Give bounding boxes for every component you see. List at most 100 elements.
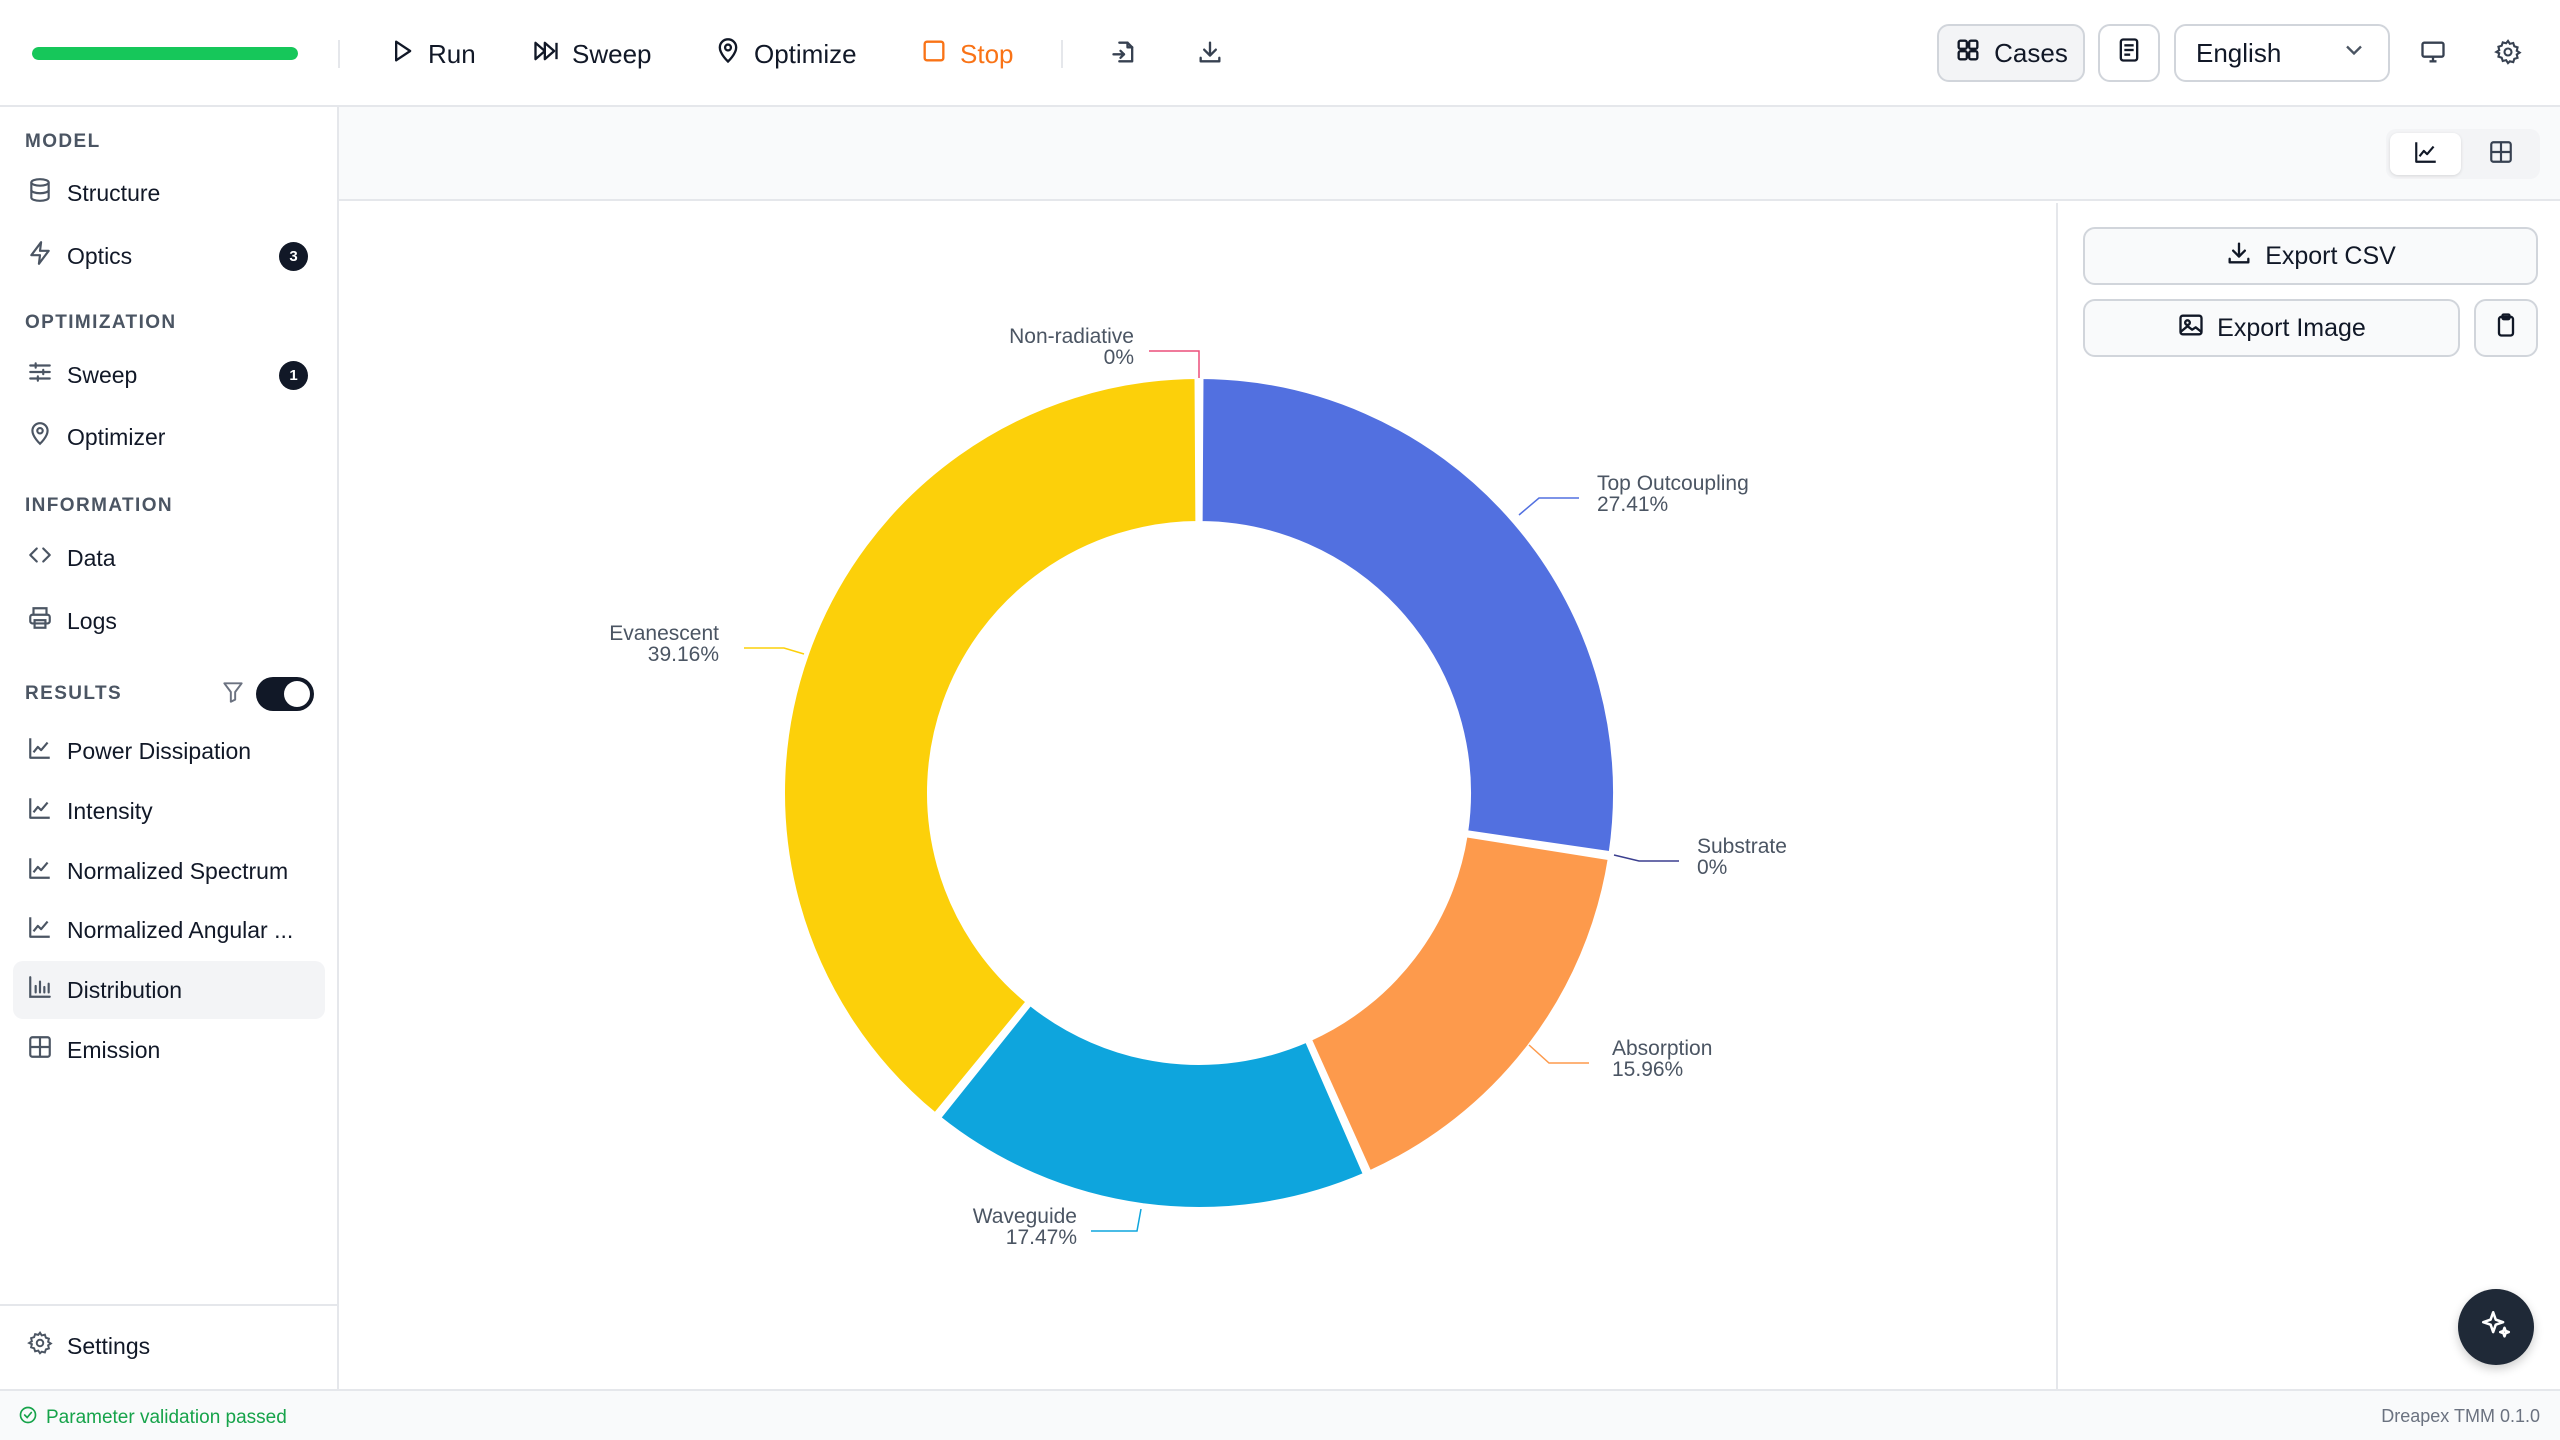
progress-fill — [32, 47, 298, 60]
sidebar-item-optimizer[interactable]: Optimizer — [13, 408, 325, 466]
sliders-icon — [27, 359, 53, 391]
code-icon — [27, 542, 53, 574]
sidebar-item-normalized-angular[interactable]: Normalized Angular ... — [13, 901, 325, 959]
run-label: Run — [428, 38, 476, 69]
cases-button[interactable]: Cases — [1937, 24, 2085, 82]
sidebar-item-sweep[interactable]: Sweep 1 — [13, 346, 325, 404]
line-chart-icon — [2413, 139, 2439, 170]
clipboard-icon — [2492, 311, 2520, 346]
table-view-button[interactable] — [2465, 133, 2536, 175]
sidebar-item-structure[interactable]: Structure — [13, 164, 325, 222]
count-badge: 3 — [279, 242, 308, 271]
sidebar-item-normalized-spectrum[interactable]: Normalized Spectrum — [13, 842, 325, 900]
language-select[interactable]: English — [2174, 24, 2390, 82]
sidebar-item-power-dissipation[interactable]: Power Dissipation — [13, 722, 325, 780]
notes-button[interactable] — [2098, 24, 2160, 82]
printer-icon — [27, 605, 53, 637]
slice-name-label: Evanescent — [609, 622, 719, 645]
filter-icon[interactable] — [220, 679, 246, 705]
leader-line — [1149, 350, 1200, 378]
export-panel: Export CSV Export Image — [2056, 203, 2560, 1389]
check-circle-icon — [18, 1405, 38, 1431]
run-button[interactable]: Run — [388, 30, 476, 78]
play-icon — [388, 37, 416, 72]
cases-label: Cases — [1994, 37, 2068, 68]
sidebar-item-label: Distribution — [67, 976, 183, 1003]
stop-label: Stop — [960, 38, 1014, 69]
progress-bar — [32, 47, 298, 60]
leader-line — [1091, 1208, 1142, 1232]
line-chart-icon — [27, 735, 53, 767]
slice-value-label: 17.47% — [1006, 1226, 1077, 1249]
sidebar-item-emission[interactable]: Emission — [13, 1021, 325, 1079]
export-csv-label: Export CSV — [2265, 241, 2396, 270]
sparkles-icon — [2479, 1308, 2513, 1347]
sidebar-item-settings[interactable]: Settings — [13, 1317, 325, 1375]
display-button[interactable] — [2411, 32, 2455, 76]
export-csv-button[interactable]: Export CSV — [2083, 227, 2538, 285]
optimize-button[interactable]: Optimize — [714, 30, 857, 78]
sidebar-item-distribution[interactable]: Distribution — [13, 961, 325, 1019]
sidebar-item-label: Normalized Spectrum — [67, 857, 289, 884]
slice-value-label: 15.96% — [1612, 1058, 1683, 1081]
donut-slice-evanescent[interactable] — [781, 375, 1200, 1117]
leader-line — [1518, 497, 1579, 516]
slice-value-label: 0% — [1697, 856, 1727, 879]
leader-line — [1613, 854, 1679, 862]
sidebar-item-label: Power Dissipation — [67, 737, 252, 764]
sidebar-item-label: Data — [67, 544, 116, 571]
download-icon — [2225, 239, 2253, 274]
bar-chart-icon — [27, 974, 53, 1006]
chart-view-button[interactable] — [2390, 133, 2461, 175]
line-chart-icon — [27, 795, 53, 827]
database-icon — [27, 177, 53, 209]
view-toggle — [2386, 129, 2540, 179]
top-toolbar: Run Sweep Optimize Stop Cases English — [0, 0, 2560, 107]
slice-name-label: Non-radiative — [1009, 325, 1134, 348]
distribution-donut-chart: Top Outcoupling27.41%Substrate0%Absorpti… — [609, 325, 1787, 1249]
import-button[interactable] — [1102, 32, 1146, 76]
ai-assistant-button[interactable] — [2458, 1289, 2534, 1365]
results-toggle[interactable] — [256, 677, 314, 711]
leader-line — [1528, 1044, 1589, 1064]
map-pin-icon — [714, 37, 742, 72]
download-button[interactable] — [1188, 32, 1232, 76]
sidebar-item-optics[interactable]: Optics 3 — [13, 227, 325, 285]
table-icon — [27, 1034, 53, 1066]
sidebar-divider — [0, 1304, 337, 1306]
section-title-optimization: OPTIMIZATION — [25, 312, 177, 333]
file-import-icon — [1110, 38, 1138, 71]
donut-slice-waveguide[interactable] — [937, 1001, 1368, 1211]
map-pin-icon — [27, 421, 53, 453]
stop-button[interactable]: Stop — [920, 30, 1014, 78]
section-title-results: RESULTS — [25, 683, 123, 704]
sidebar-item-label: Sweep — [67, 361, 138, 388]
grid-icon — [1954, 36, 1982, 71]
lightning-icon — [27, 240, 53, 272]
status-bar: Parameter validation passed Dreapex TMM … — [0, 1389, 2560, 1440]
section-title-information: INFORMATION — [25, 495, 174, 516]
chevron-down-icon — [2340, 36, 2368, 71]
stop-square-icon — [920, 37, 948, 72]
sidebar-item-intensity[interactable]: Intensity — [13, 782, 325, 840]
export-image-label: Export Image — [2217, 313, 2366, 342]
sidebar-item-label: Optics — [67, 242, 133, 269]
leader-line — [744, 647, 805, 655]
section-title-model: MODEL — [25, 131, 101, 152]
export-image-button[interactable]: Export Image — [2083, 299, 2460, 357]
sidebar: MODEL Structure Optics 3 OPTIMIZATION Sw… — [0, 107, 339, 1389]
sidebar-item-label: Optimizer — [67, 423, 166, 450]
monitor-icon — [2419, 38, 2447, 71]
sweep-button[interactable]: Sweep — [532, 30, 652, 78]
slice-name-label: Absorption — [1612, 1037, 1712, 1060]
donut-slice-absorption[interactable] — [1307, 833, 1612, 1175]
copy-clipboard-button[interactable] — [2474, 299, 2538, 357]
sidebar-item-data[interactable]: Data — [13, 529, 325, 587]
fast-forward-icon — [532, 37, 560, 72]
slice-value-label: 27.41% — [1597, 493, 1668, 516]
content-header — [339, 107, 2560, 201]
donut-slice-top-outcoupling[interactable] — [1198, 375, 1617, 856]
gear-icon — [2494, 38, 2522, 71]
sidebar-item-logs[interactable]: Logs — [13, 592, 325, 650]
settings-button[interactable] — [2486, 32, 2530, 76]
